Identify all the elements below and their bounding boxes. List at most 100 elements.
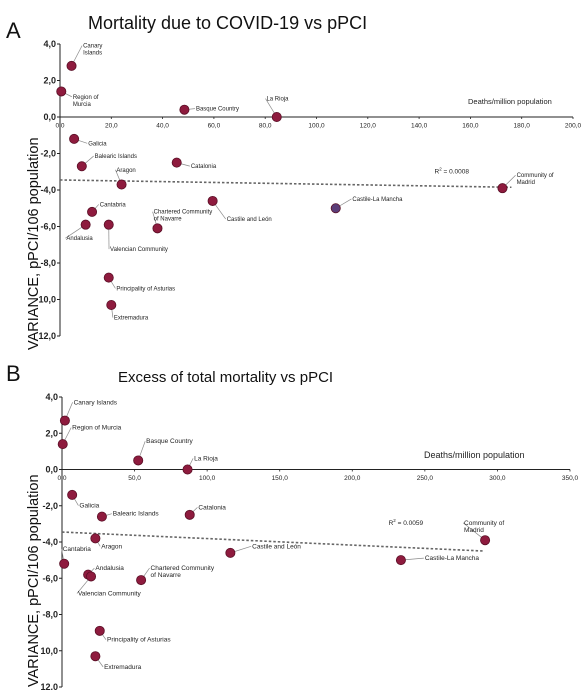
panel-a-point-galicia <box>69 133 80 144</box>
panel-b-label-principality-of-asturias: Principality of Asturias <box>107 637 171 644</box>
panel-a-label-balearic-islands: Balearic Islands <box>95 154 137 160</box>
panel-a-point-balearic-islands <box>76 161 87 172</box>
panel-a-x-tick-label: 80,0 <box>259 123 272 130</box>
panel-b-label-community-of-madrid: Community of <box>464 520 504 527</box>
panel-a-point-valencian-community <box>103 219 114 230</box>
panel-b-label-chartered-community-of-navarre: Chartered Community <box>151 565 215 572</box>
panel-b-y-tick-label: -6,0 <box>42 573 58 583</box>
panel-b-label-castile-la-mancha: Castile-La Mancha <box>425 555 480 562</box>
panel-a-label-andalusia: Andalusia <box>66 236 93 242</box>
panel-a-label-castile-la-mancha: Castile-La Mancha <box>352 197 403 203</box>
panel-b-x-tick-label: 200,0 <box>344 475 361 482</box>
panel-b-label-balearic-islands: Balearic Islands <box>113 511 160 518</box>
panel-a-point-region-of-murcia <box>56 86 67 97</box>
panel-a-x-tick-label: 40,0 <box>156 123 169 130</box>
panel-b-x-tick-label: 0,0 <box>57 475 66 482</box>
panel-b-y-tick-label: -8,0 <box>42 610 58 620</box>
panel-a-label-aragon: Aragon <box>116 168 135 174</box>
panel-a-label-canary-islands: Islands <box>83 51 102 57</box>
panel-b-trendline <box>61 531 485 552</box>
panel-b-r2-label: R2 = 0.0059 <box>389 518 424 527</box>
panel-b-x-tick-label: 100,0 <box>199 475 216 482</box>
panel-b-plot: 4,0 2,0 0,0 -2,0 -4,0 -6,0 -8,0 10,0 12,0 0,0 50,0… <box>40 392 578 690</box>
panel-a-point-castile-la-mancha <box>330 203 341 214</box>
panel-b-point-castile-and-leon <box>225 547 236 558</box>
panel-b-letter: B <box>6 361 21 386</box>
panel-a-trendline <box>59 179 512 189</box>
panel-b-y-tick-label: 12,0 <box>40 682 58 690</box>
panel-a-label-region-of-murcia: Region of <box>73 95 99 101</box>
panel-a-y-tick-label: -4,0 <box>40 185 56 195</box>
panel-a-y-tick-label: -2,0 <box>40 149 56 159</box>
panel-b-label-extremadura: Extremadura <box>104 664 142 671</box>
panel-b-point-catalonia <box>184 509 195 520</box>
panel-a-point-castile-and-leon <box>207 195 218 206</box>
panel-a-label-galicia: Galicia <box>88 141 107 147</box>
panel-a-point-basque-country <box>179 104 190 115</box>
panel-b-point-basque-country <box>133 455 144 466</box>
panel-a-point-principality-of-asturias <box>103 272 114 283</box>
panel-a-x-tick-label: 180,0 <box>514 123 531 130</box>
panel-a-point-cantabria <box>87 206 98 217</box>
panel-a-y-tick-label: 2,0 <box>43 76 56 86</box>
panel-b-y-tick-label: 4,0 <box>45 392 58 402</box>
panel-a-label-la-rioja: La Rioja <box>266 97 289 103</box>
panel-b-label-cantabria: Cantabria <box>63 546 92 553</box>
panel-b-label-andalusia: Andalusia <box>95 565 124 572</box>
panel-b-y-tick-label: -2,0 <box>42 501 58 511</box>
panel-b-point-community-of-madrid <box>480 535 491 546</box>
panel-a-label-catalonia: Catalonia <box>191 164 217 170</box>
panel-a-label-cantabria: Cantabria <box>100 202 127 208</box>
panel-b-point-galicia <box>67 489 78 500</box>
panel-a-point-community-of-madrid <box>497 183 508 194</box>
panel-a-point-aragon <box>116 179 127 190</box>
panel-b-point-canary-islands <box>59 415 70 426</box>
panel-b-point-cantabria <box>59 558 70 569</box>
panel-a-label-basque-country: Basque Country <box>196 107 239 113</box>
panel-a-label-valencian-community: Valencian Community <box>110 247 168 253</box>
panel-a-label-castile-and-leon: Castile and León <box>227 217 272 223</box>
panel-b-y-tick-label: -4,0 <box>42 537 58 547</box>
panel-a-x-tick-label: 0,0 <box>55 123 64 130</box>
panel-a-ylabel: VARIANCE, pPCI/106 population <box>26 137 42 350</box>
panel-b-label-la-rioja: La Rioja <box>194 455 218 462</box>
panel-b-point-la-rioja <box>182 464 193 475</box>
panel-a-label-community-of-madrid: Community of <box>517 173 554 179</box>
panel-b-label-galicia: Galicia <box>79 503 99 510</box>
panel-b-label-chartered-community-of-navarre: of Navarre <box>151 572 182 579</box>
panel-a-x-tick-label: 100,0 <box>308 123 325 130</box>
panel-b-x-tick-label: 350,0 <box>562 475 579 482</box>
panel-b-point-balearic-islands <box>96 511 107 522</box>
panel-a-label-chartered-community-of-navarre: of Navarre <box>154 217 183 223</box>
panel-a-title: Mortality due to COVID-19 vs pPCI <box>88 13 367 33</box>
panel-b-point-region-of-murcia <box>57 439 68 450</box>
panel-b-point-principality-of-asturias <box>94 625 105 636</box>
panel-a-letter: A <box>6 18 21 43</box>
panel-b-label-region-of-murcia: Region of Murcia <box>72 425 122 432</box>
panel-b-point-castile-la-mancha <box>395 555 406 566</box>
panel-b-label-basque-country: Basque Country <box>146 438 193 445</box>
panel-b-point-chartered-community-of-navarre <box>136 575 147 586</box>
panel-b-x-tick-label: 50,0 <box>128 475 141 482</box>
panel-a-label-principality-of-asturias: Principality of Asturias <box>116 286 175 292</box>
panel-b-x-tick-label: 250,0 <box>417 475 434 482</box>
panel-a-label-region-of-murcia: Murcia <box>73 102 92 108</box>
panel-b-ylabel: VARIANCE, pPCI/106 population <box>26 474 42 687</box>
panel-a-x-tick-label: 200,0 <box>565 123 582 130</box>
panel-a-label-community-of-madrid: Madrid <box>517 180 535 186</box>
panel-b-xlabel: Deaths/million population <box>424 450 525 460</box>
panel-a-xlabel: Deaths/million population <box>468 97 552 106</box>
panel-a-y-tick-label: 4,0 <box>43 39 56 49</box>
panel-a-point-andalusia <box>80 219 91 230</box>
panel-a-point-catalonia <box>171 157 182 168</box>
panel-a-label-extremadura: Extremadura <box>114 316 149 322</box>
panel-a-r2-label: R2 = 0.0008 <box>434 167 469 176</box>
panel-b-label-aragon: Aragon <box>101 543 122 550</box>
panel-a-label-canary-islands: Canary <box>83 44 102 50</box>
panel-a-y-tick-label: 12,0 <box>38 331 56 341</box>
panel-b-label-community-of-madrid: Madrid <box>464 527 484 534</box>
panel-b-label-catalonia: Catalonia <box>198 504 226 511</box>
panel-a-y-tick-label: 10,0 <box>38 295 56 305</box>
panel-a-plot: 4,0 2,0 0,0 -2,0 -4,0 -6,0 -8,0 10,0 12,0 0,0 20,0… <box>38 39 581 341</box>
